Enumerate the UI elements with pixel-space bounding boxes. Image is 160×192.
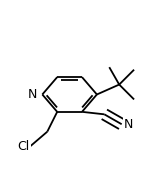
Text: Cl: Cl — [18, 140, 30, 153]
Text: N: N — [124, 118, 134, 131]
Text: N: N — [28, 88, 37, 101]
